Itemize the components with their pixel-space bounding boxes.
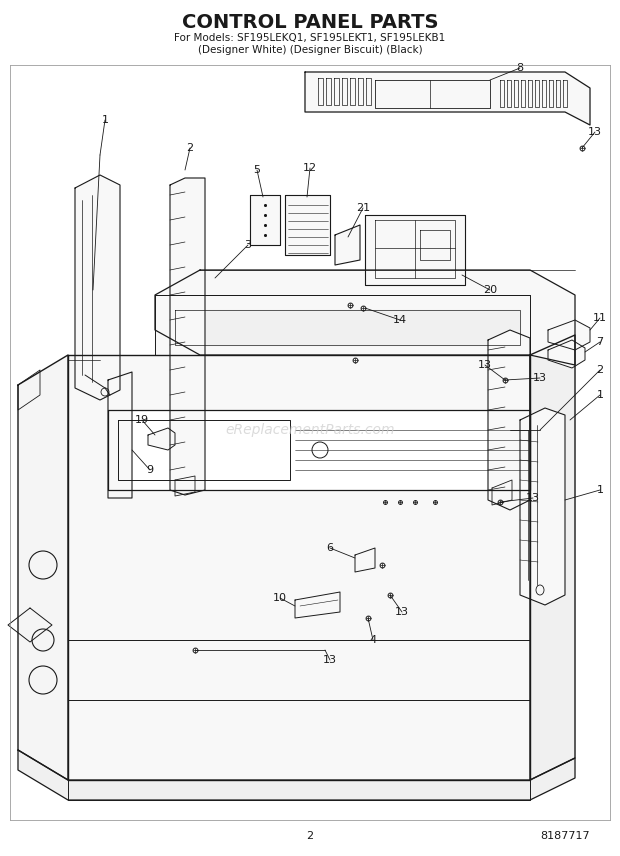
Text: 8187717: 8187717 [541,831,590,841]
Polygon shape [155,270,575,365]
Text: 9: 9 [146,465,154,475]
Polygon shape [250,195,280,245]
Polygon shape [520,408,565,605]
Polygon shape [108,372,132,498]
Text: 7: 7 [596,337,603,347]
Text: 1: 1 [596,485,603,495]
Text: 2: 2 [187,143,193,153]
Polygon shape [75,175,120,400]
Text: 13: 13 [588,127,602,137]
Polygon shape [108,410,530,490]
Polygon shape [335,225,360,265]
Polygon shape [155,295,530,355]
Text: 2: 2 [306,831,314,841]
Polygon shape [68,355,530,780]
Polygon shape [365,215,465,285]
Polygon shape [175,310,520,345]
Text: eReplacementParts.com: eReplacementParts.com [225,423,395,437]
Text: 14: 14 [393,315,407,325]
Polygon shape [18,750,575,800]
Polygon shape [548,340,585,368]
Polygon shape [295,592,340,618]
Text: 13: 13 [323,655,337,665]
Text: 2: 2 [596,365,603,375]
Text: 20: 20 [483,285,497,295]
Polygon shape [530,335,575,780]
Text: 19: 19 [135,415,149,425]
Text: 13: 13 [533,373,547,383]
Text: 5: 5 [254,165,260,175]
Polygon shape [488,330,530,510]
Text: 21: 21 [356,203,370,213]
Text: 13: 13 [478,360,492,370]
Text: 11: 11 [593,313,607,323]
Polygon shape [68,780,530,800]
Polygon shape [355,548,375,572]
Text: 3: 3 [244,240,252,250]
Text: 1: 1 [102,115,108,125]
Polygon shape [148,428,175,450]
Text: (Designer White) (Designer Biscuit) (Black): (Designer White) (Designer Biscuit) (Bla… [198,45,422,55]
Polygon shape [285,195,330,255]
Polygon shape [170,178,205,495]
Text: For Models: SF195LEKQ1, SF195LEKT1, SF195LEKB1: For Models: SF195LEKQ1, SF195LEKT1, SF19… [174,33,446,43]
Text: 8: 8 [516,63,523,73]
Polygon shape [18,355,68,780]
Text: 1: 1 [596,390,603,400]
Text: 13: 13 [526,493,540,503]
Polygon shape [548,320,590,350]
Text: 12: 12 [303,163,317,173]
Text: 13: 13 [395,607,409,617]
Text: 4: 4 [370,635,376,645]
Text: 10: 10 [273,593,287,603]
Text: CONTROL PANEL PARTS: CONTROL PANEL PARTS [182,13,438,32]
Text: 6: 6 [327,543,334,553]
Polygon shape [305,72,590,125]
